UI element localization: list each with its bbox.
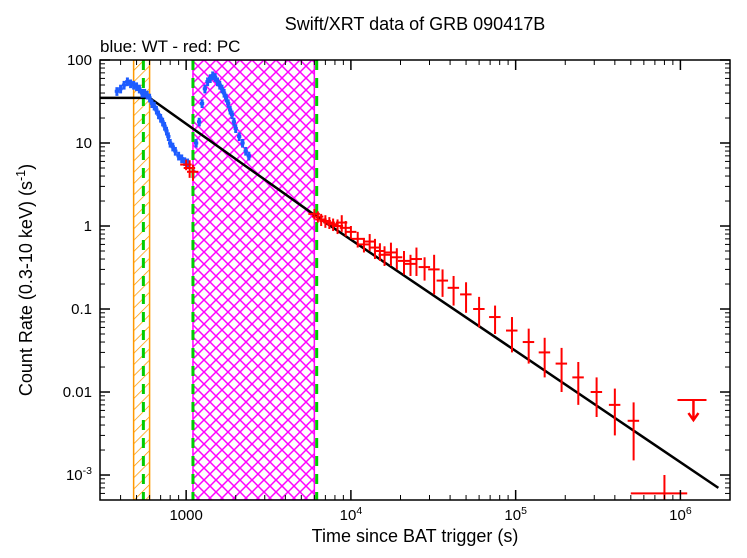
x-tick-label: 104	[340, 505, 363, 524]
y-axis-label: Count Rate (0.3-10 keV) (s-1)	[14, 164, 36, 396]
y-tick-label: 1	[84, 218, 92, 235]
x-tick-label: 1000	[169, 507, 202, 524]
hatched-region	[134, 60, 150, 500]
xrt-lightcurve-chart: 1000 104 105 106 10-3 0.01 0.1 1 10 100 Time since…	[0, 0, 747, 558]
y-tick-label: 100	[67, 52, 92, 69]
y-tick-label: 0.01	[63, 384, 92, 401]
x-tick-label: 106	[669, 505, 692, 524]
y-tick-label: 10	[75, 135, 92, 152]
x-axis-label: Time since BAT trigger (s)	[312, 526, 519, 546]
chart-title: Swift/XRT data of GRB 090417B	[285, 14, 545, 34]
y-tick-label: 0.1	[71, 301, 92, 318]
chart-container: 1000 104 105 106 10-3 0.01 0.1 1 10 100 Time since…	[0, 0, 747, 558]
x-tick-label: 105	[504, 505, 527, 524]
hatched-region	[193, 60, 314, 500]
y-tick-label: 10-3	[66, 465, 92, 484]
chart-subtitle: blue: WT - red: PC	[100, 37, 240, 56]
